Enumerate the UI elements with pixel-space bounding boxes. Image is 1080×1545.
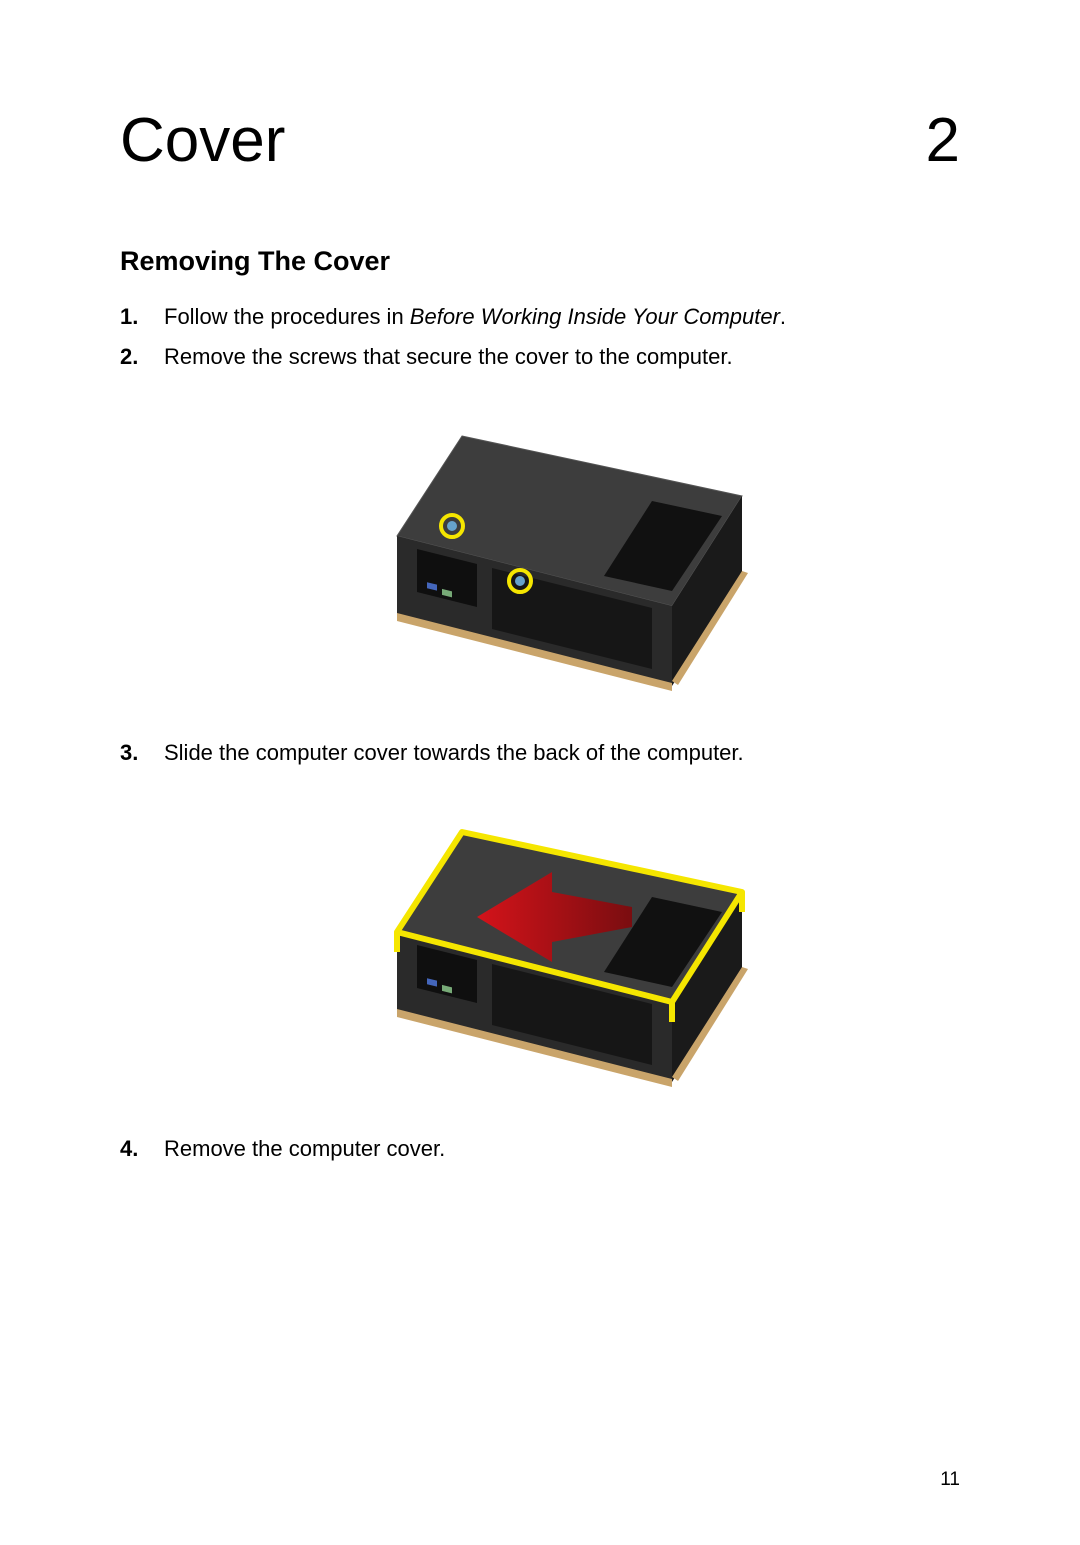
document-page: Cover 2 Removing The Cover Follow the pr… xyxy=(0,0,1080,1545)
step-2-text: Remove the screws that secure the cover … xyxy=(164,344,733,369)
figure-2 xyxy=(164,797,960,1097)
figure-2-svg xyxy=(342,797,782,1097)
step-1-text-italic: Before Working Inside Your Computer xyxy=(410,304,780,329)
step-4: Remove the computer cover. xyxy=(120,1133,960,1165)
section-title: Removing The Cover xyxy=(120,246,960,277)
step-2: Remove the screws that secure the cover … xyxy=(120,341,960,701)
step-1: Follow the procedures in Before Working … xyxy=(120,301,960,333)
chapter-header: Cover 2 xyxy=(120,105,960,176)
step-3-text: Slide the computer cover towards the bac… xyxy=(164,740,744,765)
figure-1-svg xyxy=(342,401,782,701)
step-3: Slide the computer cover towards the bac… xyxy=(120,737,960,1097)
figure-1 xyxy=(164,401,960,701)
step-4-text: Remove the computer cover. xyxy=(164,1136,445,1161)
chapter-title: Cover xyxy=(120,105,285,176)
page-number: 11 xyxy=(940,1469,960,1491)
step-1-text-pre: Follow the procedures in xyxy=(164,304,410,329)
steps-list: Follow the procedures in Before Working … xyxy=(120,301,960,1165)
chapter-number: 2 xyxy=(926,105,960,176)
step-1-text-post: . xyxy=(780,304,786,329)
